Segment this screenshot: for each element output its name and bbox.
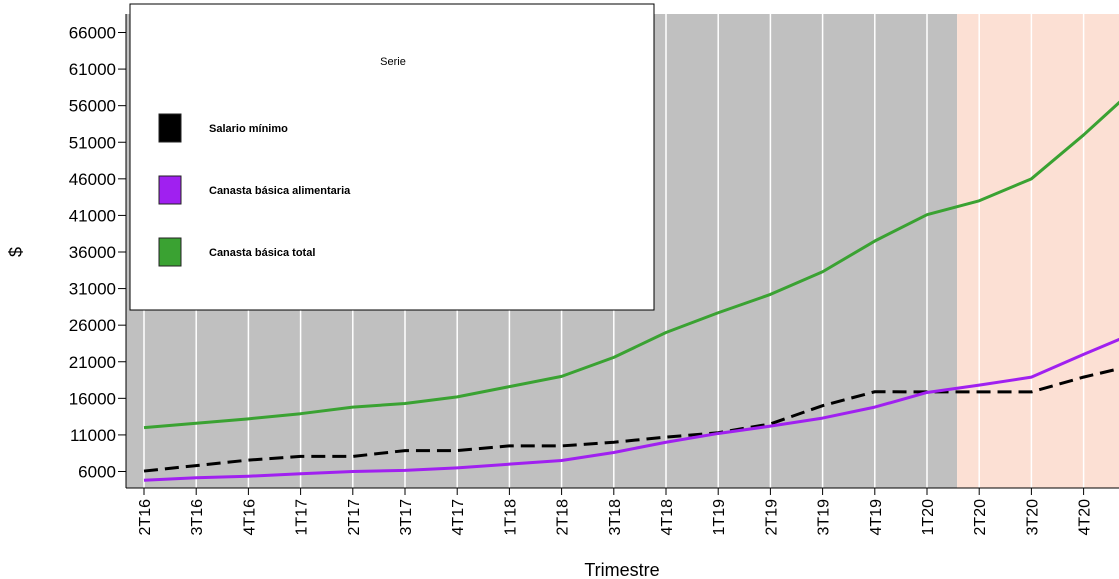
x-tick-label: 4T16	[241, 499, 258, 536]
y-tick-label: 21000	[69, 353, 116, 372]
y-tick-label: 46000	[69, 170, 116, 189]
series-line	[143, 100, 1119, 430]
x-tick-label: 2T18	[555, 499, 572, 536]
legend-swatch	[158, 237, 182, 267]
x-tick-label: 3T20	[1024, 499, 1041, 536]
legend-label: Canasta básica alimentaria	[209, 185, 351, 197]
series-line	[143, 337, 1119, 482]
y-tick-label: 61000	[69, 60, 116, 79]
x-tick-label: 4T19	[868, 499, 885, 536]
y-tick-label: 51000	[69, 133, 116, 152]
shaded-region	[957, 14, 1119, 488]
legend-swatch	[158, 113, 182, 143]
legend-box	[129, 3, 655, 311]
y-tick-label: 16000	[69, 389, 116, 408]
x-tick-label: 3T19	[816, 499, 833, 536]
x-tick-label: 2T19	[763, 499, 780, 536]
axes: 6000 11000 16000 21000 26000 31000 36000 41000 4…	[69, 14, 1119, 535]
y-tick-label: 26000	[69, 316, 116, 335]
x-tick-label: 1T17	[294, 499, 311, 536]
x-tick-label: 4T18	[659, 499, 676, 536]
y-tick-label: 31000	[69, 280, 116, 299]
y-tick-label: 41000	[69, 206, 116, 225]
y-tick-label: 36000	[69, 243, 116, 262]
x-tick-label: 1T18	[502, 499, 519, 536]
x-tick-label: 1T20	[920, 499, 937, 536]
series-lines	[143, 100, 1119, 482]
legend-items: Salario mínimo Canasta básica alimentaria…	[158, 113, 351, 267]
x-axis-title: Trimestre	[584, 560, 659, 579]
legend: Serie Salario mínimo Canasta básica alime…	[129, 3, 655, 311]
y-tick-label: 6000	[78, 463, 116, 482]
legend-label: Salario mínimo	[209, 123, 288, 135]
y-tick-label: 11000	[70, 426, 116, 445]
y-axis-title: $	[6, 247, 26, 257]
y-tick-label: 56000	[69, 97, 116, 116]
x-tick-label: 3T17	[398, 499, 415, 536]
legend-swatch	[158, 175, 182, 205]
x-tick-label: 2T20	[972, 499, 989, 536]
x-tick-label: 3T18	[607, 499, 624, 536]
x-tick-label: 4T17	[450, 499, 467, 536]
legend-title: Serie	[380, 56, 406, 68]
x-tick-label: 2T16	[137, 499, 154, 536]
legend-label: Canasta básica total	[209, 247, 315, 259]
x-tick-label: 4T20	[1077, 499, 1094, 536]
y-tick-label: 66000	[69, 24, 116, 43]
x-tick-label: 2T17	[346, 499, 363, 536]
x-tick-label: 1T19	[711, 499, 728, 536]
x-tick-label: 3T16	[189, 499, 206, 536]
